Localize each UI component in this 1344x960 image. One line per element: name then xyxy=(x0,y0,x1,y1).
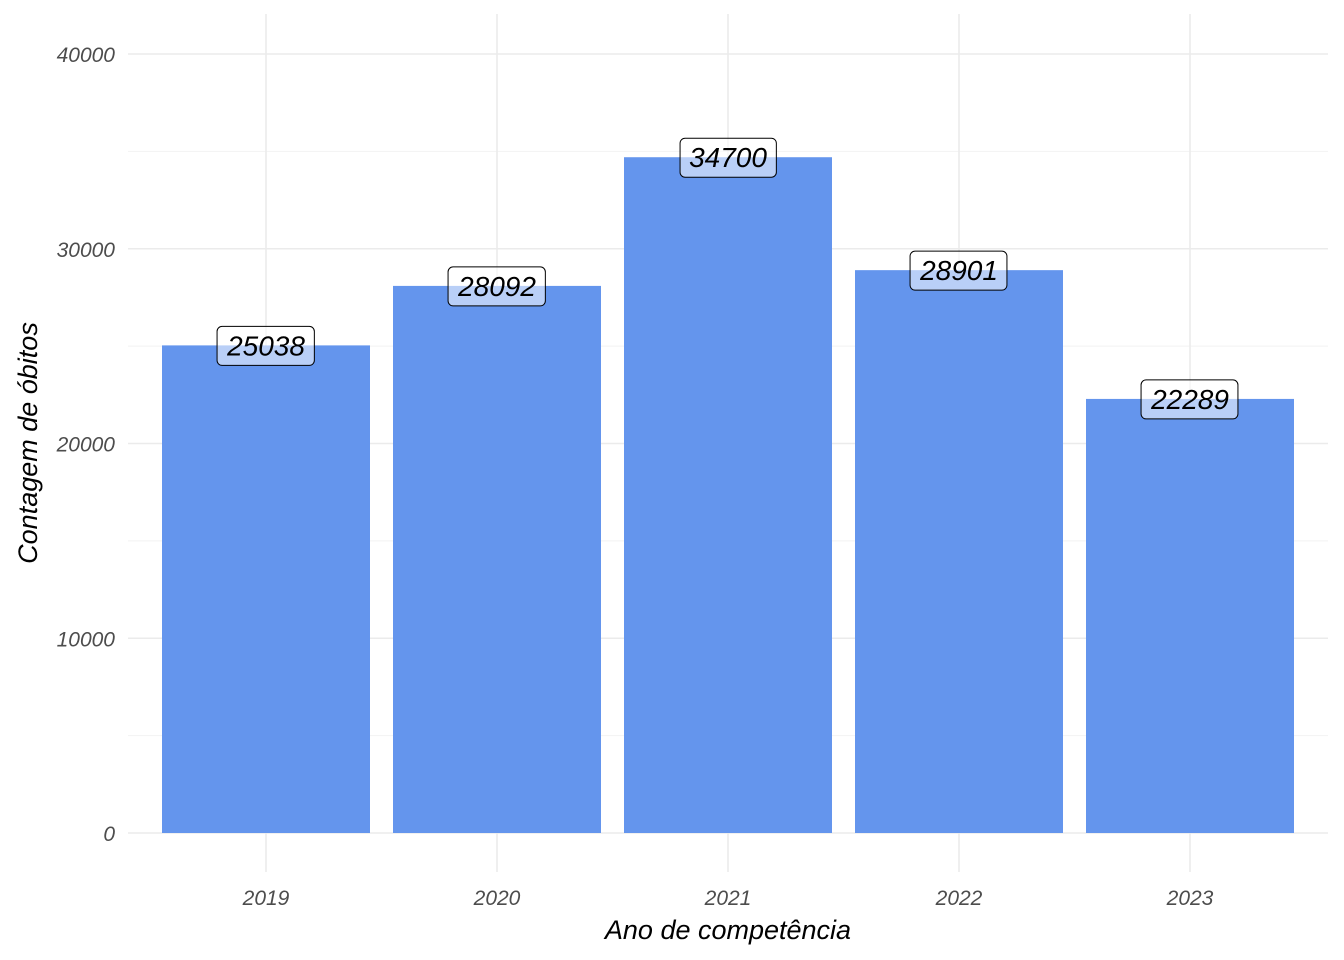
x-tick-label: 2023 xyxy=(1166,887,1214,910)
data-label-box xyxy=(1140,379,1239,420)
data-label-box xyxy=(216,325,315,366)
y-tick-label: 30000 xyxy=(57,239,116,262)
bar-2020 xyxy=(393,285,601,833)
x-tick-label: 2019 xyxy=(242,887,290,910)
data-label-box xyxy=(679,137,777,178)
y-axis-title: Contagem de óbitos xyxy=(13,322,43,564)
data-label-box xyxy=(447,266,546,307)
x-axis-ticks: 2019 2020 2021 2022 2023 xyxy=(242,887,1214,910)
y-tick-label: 0 xyxy=(103,823,115,846)
x-tick-label: 2021 xyxy=(704,887,752,910)
x-axis-title: Ano de competência xyxy=(603,915,851,945)
data-label-text: 28901 xyxy=(919,255,998,286)
data-label-box xyxy=(909,250,1008,291)
x-tick-label: 2022 xyxy=(935,887,983,910)
data-label-text: 25038 xyxy=(226,330,305,361)
y-tick-label: 10000 xyxy=(57,628,116,651)
bar-2022 xyxy=(855,270,1063,833)
data-label-2022: 28901 xyxy=(909,250,1008,291)
data-label-2023: 22289 xyxy=(1140,379,1239,420)
data-label-2021: 34700 xyxy=(679,137,777,178)
data-label-2020: 28092 xyxy=(447,266,546,307)
bar-2021 xyxy=(624,157,832,833)
y-axis-ticks: 0 10000 20000 30000 40000 xyxy=(56,44,116,846)
data-label-text: 22289 xyxy=(1150,384,1229,415)
data-label-text: 28092 xyxy=(457,271,536,302)
data-label-2019: 25038 xyxy=(216,325,315,366)
data-label-text: 34700 xyxy=(689,142,767,173)
bars-group xyxy=(162,157,1294,833)
x-tick-label: 2020 xyxy=(473,887,521,910)
y-tick-label: 40000 xyxy=(57,44,116,67)
bar-2019 xyxy=(162,345,370,833)
bar-2023 xyxy=(1086,398,1294,833)
y-tick-label: 20000 xyxy=(56,434,116,457)
data-labels-group: 25038 28092 34700 28901 22289 xyxy=(216,137,1239,420)
